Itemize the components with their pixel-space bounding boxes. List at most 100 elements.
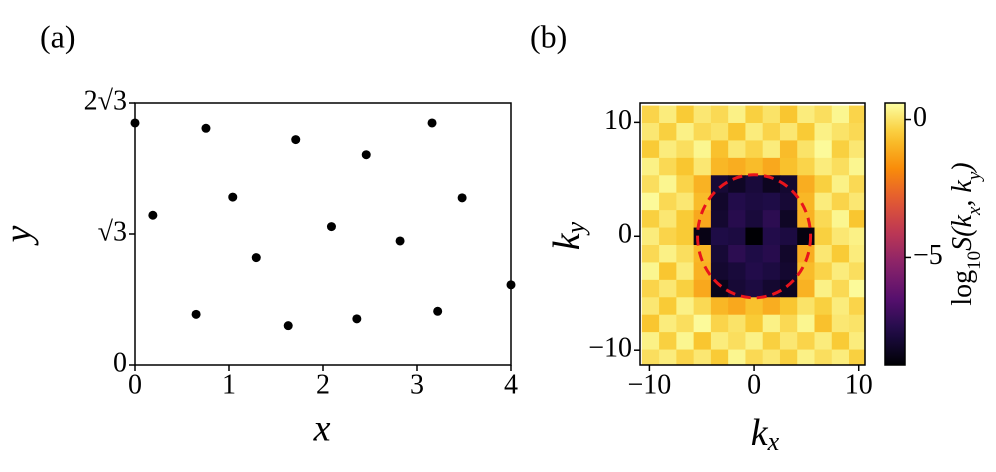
colorbar-label: log10S(kx, ky): [947, 162, 984, 305]
cell: [779, 105, 798, 124]
cell: [693, 349, 712, 365]
cell: [693, 105, 712, 124]
cell: [745, 210, 764, 229]
cell: [641, 279, 660, 298]
cell: [710, 192, 729, 211]
cell: [710, 140, 729, 159]
cell: [762, 297, 781, 316]
cell: [659, 122, 677, 141]
cell: [676, 140, 695, 159]
cell: [831, 227, 850, 246]
cell: [641, 227, 660, 246]
y-tick-label: √3: [98, 216, 127, 247]
cell: [659, 157, 677, 176]
cell: [641, 105, 660, 124]
cell: [710, 105, 729, 124]
cell: [728, 262, 746, 281]
cell: [659, 332, 677, 351]
cell: [814, 140, 833, 159]
cell: [849, 192, 865, 211]
cell: [797, 349, 816, 365]
cell: [814, 210, 833, 229]
cell: [779, 279, 798, 298]
point: [427, 118, 437, 128]
y-tick-label: 0: [618, 219, 632, 250]
cell: [710, 210, 729, 229]
point: [283, 321, 293, 331]
cell: [797, 279, 816, 298]
y-tick-label: 10: [604, 105, 632, 136]
cell: [676, 175, 695, 194]
cell: [779, 297, 798, 316]
cell: [659, 175, 677, 194]
cell: [779, 210, 798, 229]
cell: [659, 210, 677, 229]
point: [433, 306, 443, 316]
point: [201, 123, 211, 133]
cell: [814, 332, 833, 351]
cell: [745, 297, 764, 316]
heatmap: [641, 105, 865, 365]
cell: [849, 122, 865, 141]
label-base: k: [546, 232, 588, 250]
colorbar-tick-label: 0: [913, 102, 927, 133]
y-axis-label: ky: [546, 221, 590, 250]
cell: [779, 157, 798, 176]
cell: [814, 157, 833, 176]
cell: [693, 122, 712, 141]
cell: [762, 262, 781, 281]
cell: [814, 175, 833, 194]
cell: [779, 314, 798, 333]
label-sub: y: [561, 221, 590, 236]
cell: [728, 192, 746, 211]
cell: [814, 314, 833, 333]
cell: [728, 244, 746, 263]
cell: [641, 140, 660, 159]
x-tick-label: 10: [845, 369, 873, 400]
cell: [762, 244, 781, 263]
cell: [814, 297, 833, 316]
cell: [659, 192, 677, 211]
cell: [659, 314, 677, 333]
point: [361, 150, 371, 160]
cell: [710, 227, 729, 246]
x-tick-label: 0: [128, 369, 142, 400]
cell: [641, 262, 660, 281]
cell: [710, 157, 729, 176]
cell: [745, 157, 764, 176]
point: [352, 314, 362, 324]
cell: [710, 297, 729, 316]
point: [191, 309, 201, 319]
cell: [745, 192, 764, 211]
cell: [676, 332, 695, 351]
cell: [676, 105, 695, 124]
cell: [710, 122, 729, 141]
cell: [676, 227, 695, 246]
cell: [831, 105, 850, 124]
cell: [797, 297, 816, 316]
cell: [779, 262, 798, 281]
cell: [676, 244, 695, 263]
cell: [797, 244, 816, 263]
cell: [814, 192, 833, 211]
cell: [831, 192, 850, 211]
cell: [641, 157, 660, 176]
cell: [710, 314, 729, 333]
cell: [849, 175, 865, 194]
colorbar-tick-label: −5: [913, 240, 943, 271]
cell: [797, 122, 816, 141]
cell: [849, 262, 865, 281]
cell: [728, 175, 746, 194]
cell: [762, 140, 781, 159]
cell: [728, 279, 746, 298]
cell: [779, 175, 798, 194]
cell: [710, 262, 729, 281]
point: [395, 236, 405, 246]
cell: [849, 105, 865, 124]
cell: [728, 157, 746, 176]
label-part: 10: [964, 251, 985, 270]
cell: [831, 279, 850, 298]
label-base: k: [751, 412, 769, 454]
cell: [779, 349, 798, 365]
cell: [797, 175, 816, 194]
